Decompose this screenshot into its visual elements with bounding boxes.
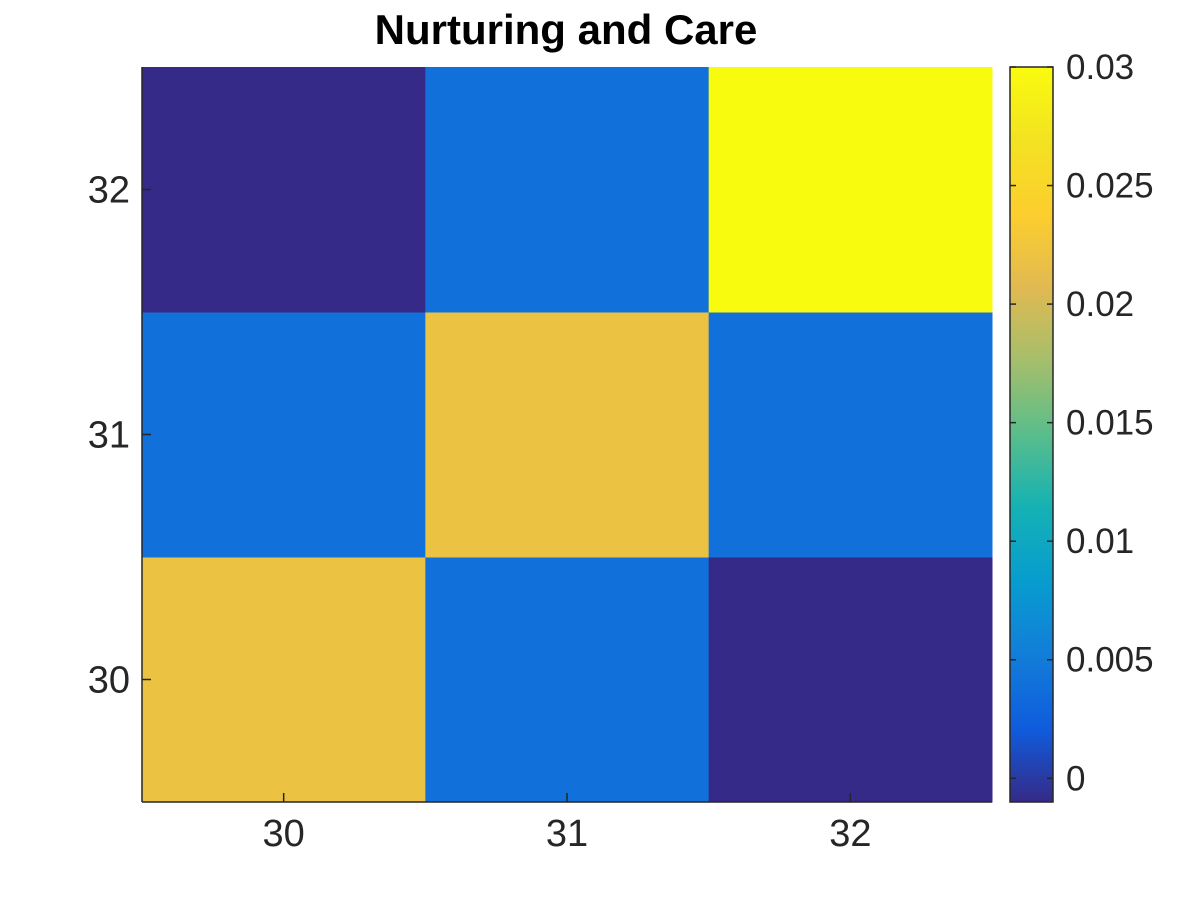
heatmap-cell-30-30 xyxy=(142,557,426,803)
colorbar-tick-label: 0.025 xyxy=(1066,167,1154,206)
heatmap-cell-32-30 xyxy=(708,557,993,803)
heatmap-cell-31-31 xyxy=(425,312,710,558)
axes: 30 31 32 30 31 32 xyxy=(88,67,992,855)
colorbar-tick-label: 0.01 xyxy=(1066,522,1134,561)
heatmap-cell-31-32 xyxy=(425,67,710,313)
heatmap-cell-32-32 xyxy=(708,67,993,313)
y-tick-label: 31 xyxy=(88,415,130,457)
y-tick-label: 30 xyxy=(88,660,130,702)
colorbar-gradient xyxy=(1009,66,1054,803)
colorbar: 0 0.005 0.01 0.015 0.02 0.025 0.03 xyxy=(1009,48,1154,803)
chart-title: Nurturing and Care xyxy=(375,6,758,53)
y-tick-label: 32 xyxy=(88,170,130,212)
colorbar-tick-label: 0.03 xyxy=(1066,48,1134,87)
heatmap-cells xyxy=(142,67,993,803)
heatmap-cell-32-31 xyxy=(708,312,993,558)
colorbar-tick-label: 0.005 xyxy=(1066,641,1154,680)
colorbar-tick-label: 0 xyxy=(1066,759,1085,798)
colorbar-tick-label: 0.015 xyxy=(1066,404,1154,443)
heatmap-cell-30-32 xyxy=(142,67,426,313)
x-tick-label: 31 xyxy=(546,813,588,855)
x-tick-label: 32 xyxy=(829,813,871,855)
heatmap-cell-31-30 xyxy=(425,557,710,803)
colorbar-tick-label: 0.02 xyxy=(1066,285,1134,324)
x-tick-label: 30 xyxy=(263,813,305,855)
heatmap-cell-30-31 xyxy=(142,312,426,558)
